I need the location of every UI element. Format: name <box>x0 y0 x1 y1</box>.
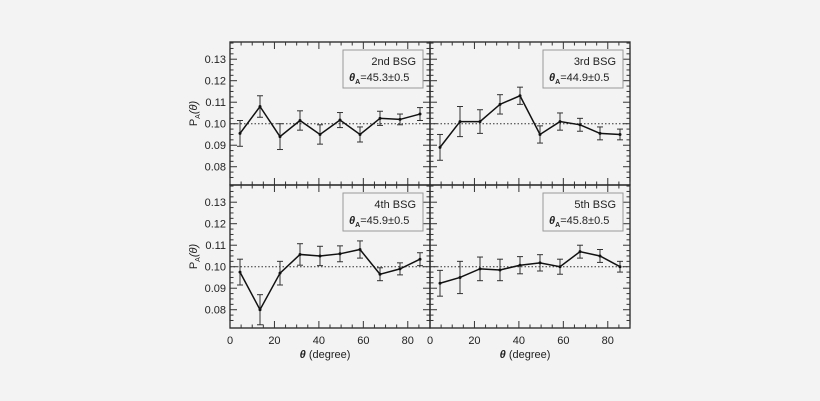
y-tick-label: 0.09 <box>205 283 226 295</box>
data-point <box>598 131 602 135</box>
data-point <box>358 248 362 252</box>
data-point <box>238 270 242 274</box>
y-axis-label: PA(θ) <box>188 101 202 127</box>
x-tick-label: 0 <box>227 335 233 347</box>
data-point <box>578 123 582 127</box>
x-tick-label: 60 <box>357 335 369 347</box>
data-point <box>498 268 502 272</box>
y-tick-label: 0.12 <box>205 76 226 88</box>
x-tick-label: 40 <box>313 335 325 347</box>
y-tick-label: 0.08 <box>205 162 226 174</box>
series-line <box>239 248 421 312</box>
y-tick-label: 0.10 <box>205 262 226 274</box>
x-tick-label: 80 <box>602 335 614 347</box>
panel-2: 3rd BSG θA=44.9±0.5 <box>429 41 631 186</box>
data-point <box>258 308 262 312</box>
data-point <box>298 118 302 122</box>
series-line <box>239 105 421 138</box>
x-tick-label: 60 <box>557 335 569 347</box>
data-point <box>598 254 602 258</box>
data-point <box>518 263 522 267</box>
x-tick-label: 20 <box>268 335 280 347</box>
data-point <box>358 132 362 136</box>
series-line <box>439 250 621 284</box>
data-point <box>618 265 622 269</box>
data-point <box>618 132 622 136</box>
x-tick-label: 80 <box>402 335 414 347</box>
data-point <box>478 267 482 271</box>
panel-1: 0.08 0.09 0.10 0.11 0.12 0.13 PA(θ) 2nd BSG θA=4… <box>188 41 431 186</box>
data-point <box>398 267 402 271</box>
x-tick-label: 20 <box>468 335 480 347</box>
legend-annotation: θA=45.9±0.5 <box>349 215 409 229</box>
data-point <box>558 120 562 124</box>
x-axis-label: θ (degree) <box>300 349 351 361</box>
legend-box <box>342 49 424 89</box>
data-point <box>318 132 322 136</box>
data-point <box>538 132 542 136</box>
x-tick-label: 0 <box>427 335 433 347</box>
data-point <box>278 271 282 275</box>
data-point <box>338 252 342 256</box>
data-point <box>378 116 382 120</box>
data-point <box>338 118 342 122</box>
data-point <box>318 254 322 258</box>
x-axis-label: θ (degree) <box>500 349 551 361</box>
legend-label: 3rd BSG <box>574 56 616 68</box>
data-point <box>438 145 442 149</box>
legend-box <box>542 192 624 232</box>
panel-4: 0 20 40 60 80 θ (degree) 5th BSG θA=45.8±0.5 <box>427 184 631 361</box>
data-point <box>298 252 302 256</box>
y-tick-label: 0.13 <box>205 54 226 66</box>
data-point <box>398 117 402 121</box>
data-point <box>378 272 382 276</box>
y-tick-label: 0.11 <box>205 97 226 109</box>
legend-box <box>542 49 624 89</box>
legend-annotation: θA=45.8±0.5 <box>549 215 609 229</box>
y-tick-label: 0.08 <box>205 305 226 317</box>
data-point <box>458 275 462 279</box>
series-line <box>439 94 621 148</box>
data-point <box>578 250 582 254</box>
y-tick-label: 0.09 <box>205 140 226 152</box>
data-point <box>238 131 242 135</box>
y-tick-label: 0.10 <box>205 119 226 131</box>
legend-label: 2nd BSG <box>371 56 416 68</box>
y-axis-label: PA(θ) <box>188 244 202 270</box>
panel-3: 0.08 0.09 0.10 0.11 0.12 0.13 PA(θ) 0 20 40 60 80 θ … <box>188 184 431 361</box>
data-point <box>278 135 282 139</box>
legend-label: 5th BSG <box>574 199 616 211</box>
data-point <box>518 94 522 98</box>
data-point <box>558 265 562 269</box>
data-point <box>438 281 442 285</box>
data-point <box>418 112 422 116</box>
legend-box <box>342 192 424 232</box>
y-tick-label: 0.13 <box>205 197 226 209</box>
legend-annotation: θA=44.9±0.5 <box>549 72 609 86</box>
data-point <box>458 120 462 124</box>
data-point <box>478 120 482 124</box>
legend-annotation: θA=45.3±0.5 <box>349 72 409 86</box>
data-point <box>538 261 542 265</box>
x-tick-label: 40 <box>513 335 525 347</box>
legend-label: 4th BSG <box>374 199 416 211</box>
data-point <box>258 105 262 109</box>
y-tick-label: 0.12 <box>205 219 226 231</box>
data-point <box>418 257 422 261</box>
data-point <box>498 102 502 106</box>
y-tick-label: 0.11 <box>205 240 226 252</box>
